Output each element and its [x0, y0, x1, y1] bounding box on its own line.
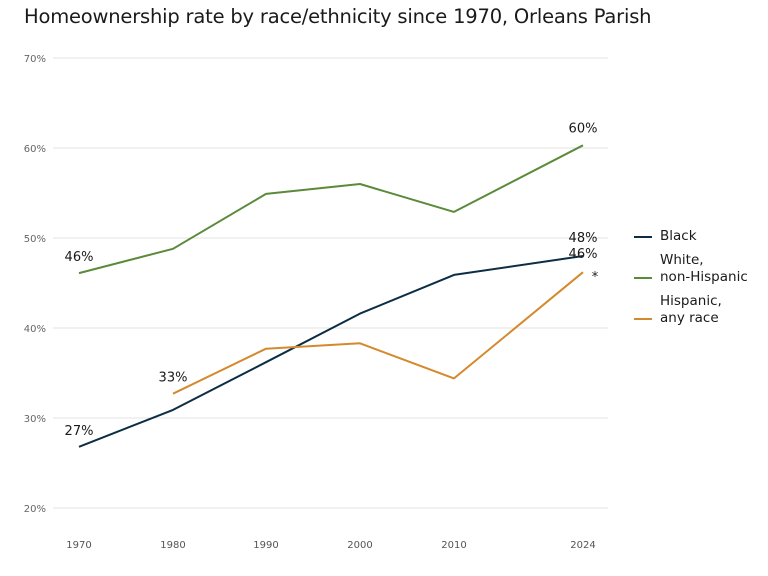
data-label-white-non-hispanic: 46%	[65, 250, 94, 265]
footnote-asterisk: *	[592, 270, 599, 285]
y-tick-label: 20%	[24, 504, 46, 515]
y-tick-label: 60%	[24, 144, 46, 155]
legend-item-hispanic-any-race: Hispanic, any race	[634, 293, 748, 327]
series-line-black	[78, 255, 584, 448]
legend-item-white-non-hispanic: White, non-Hispanic	[634, 252, 748, 286]
y-tick-label: 70%	[24, 54, 46, 65]
legend-swatch	[634, 318, 652, 320]
series-lines	[78, 144, 584, 448]
y-axis-ticks: 20% 30% 40% 50% 60% 70%	[24, 54, 46, 515]
legend-label: Black	[660, 228, 697, 244]
data-label-white-non-hispanic: 60%	[569, 121, 598, 136]
series-line-white-non-hispanic	[78, 144, 584, 275]
data-label-black: 27%	[65, 424, 94, 439]
legend-swatch	[634, 236, 652, 238]
data-label-black: 48%	[569, 231, 598, 246]
x-tick-label: 2000	[347, 540, 372, 551]
x-tick-label: 2024	[570, 540, 595, 551]
x-tick-label: 1970	[66, 540, 91, 551]
data-label-hispanic-any-race: 46%	[569, 247, 598, 262]
y-tick-label: 50%	[24, 234, 46, 245]
legend-item-black: Black	[634, 228, 748, 245]
gridlines	[53, 57, 608, 509]
legend: Black White, non-Hispanic Hispanic, any ra…	[634, 228, 748, 334]
legend-label: White, non-Hispanic	[660, 252, 748, 285]
x-tick-label: 2010	[441, 540, 466, 551]
x-tick-label: 1990	[253, 540, 278, 551]
chart-title: Homeownership rate by race/ethnicity sin…	[24, 5, 652, 28]
legend-swatch	[634, 277, 652, 279]
x-axis-ticks: 1970 1980 1990 2000 2010 2024	[66, 540, 595, 551]
series-line-hispanic-any-race	[172, 271, 584, 395]
y-tick-label: 30%	[24, 414, 46, 425]
legend-label: Hispanic, any race	[660, 293, 722, 326]
data-labels: 27%48%46%60%33%46%*	[65, 121, 599, 439]
x-tick-label: 1980	[160, 540, 185, 551]
data-label-hispanic-any-race: 33%	[159, 371, 188, 386]
y-tick-label: 40%	[24, 324, 46, 335]
